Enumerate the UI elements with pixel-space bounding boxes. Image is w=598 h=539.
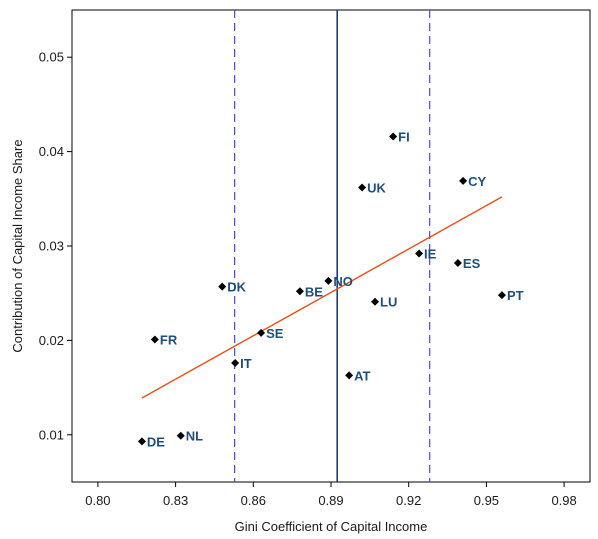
reference-lines (234, 10, 431, 482)
data-point: PT (497, 288, 524, 303)
data-point: IT (231, 356, 252, 371)
point-marker (257, 328, 266, 337)
data-points: FI CY UK IE ES NO DK BE PT LU SE FR IT AT NL DE (137, 129, 524, 449)
x-axis: 0.80 0.83 0.86 0.89 0.92 0.95 0.98 (85, 482, 577, 508)
point-marker (295, 287, 304, 296)
point-label: LU (380, 295, 397, 310)
point-marker (150, 335, 159, 344)
y-axis-title: Contribution of Capital Income Share (10, 139, 25, 352)
point-marker (176, 431, 185, 440)
data-point: UK (358, 180, 386, 195)
point-label: IE (424, 247, 437, 262)
point-marker (345, 371, 354, 380)
y-tick-label: 0.03 (39, 239, 64, 254)
data-point: SE (257, 326, 284, 341)
point-marker (389, 132, 398, 141)
data-point: CY (459, 174, 486, 189)
point-label: FI (398, 129, 410, 144)
point-label: AT (354, 368, 370, 383)
data-point: AT (345, 368, 371, 383)
point-marker (218, 282, 227, 291)
x-tick-label: 0.92 (396, 493, 421, 508)
point-label: ES (463, 256, 481, 271)
point-label: DE (147, 434, 165, 449)
fit-line (141, 196, 503, 399)
point-marker (137, 437, 146, 446)
data-point: ES (453, 256, 481, 271)
point-marker (453, 258, 462, 267)
data-point: FR (150, 332, 178, 347)
point-label: UK (367, 180, 386, 195)
x-tick-label: 0.95 (474, 493, 499, 508)
data-point: BE (295, 284, 323, 299)
x-tick-label: 0.98 (551, 493, 576, 508)
data-point: NL (176, 429, 203, 444)
point-label: BE (305, 284, 323, 299)
point-marker (358, 183, 367, 192)
y-tick-label: 0.05 (39, 50, 64, 65)
x-tick-label: 0.83 (163, 493, 188, 508)
point-marker (324, 276, 333, 285)
data-point: NO (324, 274, 353, 289)
x-tick-label: 0.89 (318, 493, 343, 508)
point-label: CY (468, 174, 486, 189)
data-point: DE (137, 434, 165, 449)
point-label: NO (333, 274, 353, 289)
point-marker (371, 297, 380, 306)
point-marker (231, 359, 240, 368)
y-tick-label: 0.02 (39, 333, 64, 348)
point-label: SE (266, 326, 284, 341)
point-label: PT (507, 288, 524, 303)
point-label: DK (227, 280, 246, 295)
x-tick-label: 0.80 (85, 493, 110, 508)
point-label: IT (240, 356, 252, 371)
point-label: NL (186, 429, 203, 444)
x-axis-title: Gini Coefficient of Capital Income (235, 519, 428, 534)
fit-line-layer (141, 196, 503, 399)
data-point: FI (389, 129, 410, 144)
point-marker (497, 291, 506, 300)
data-point: DK (218, 280, 247, 295)
y-tick-label: 0.04 (39, 144, 64, 159)
data-point: LU (371, 295, 397, 310)
point-marker (459, 176, 468, 185)
x-tick-label: 0.86 (241, 493, 266, 508)
y-axis: 0.01 0.02 0.03 0.04 0.05 (39, 50, 72, 442)
data-point: IE (415, 247, 437, 262)
y-tick-label: 0.01 (39, 427, 64, 442)
point-label: FR (160, 332, 178, 347)
point-marker (415, 249, 424, 258)
